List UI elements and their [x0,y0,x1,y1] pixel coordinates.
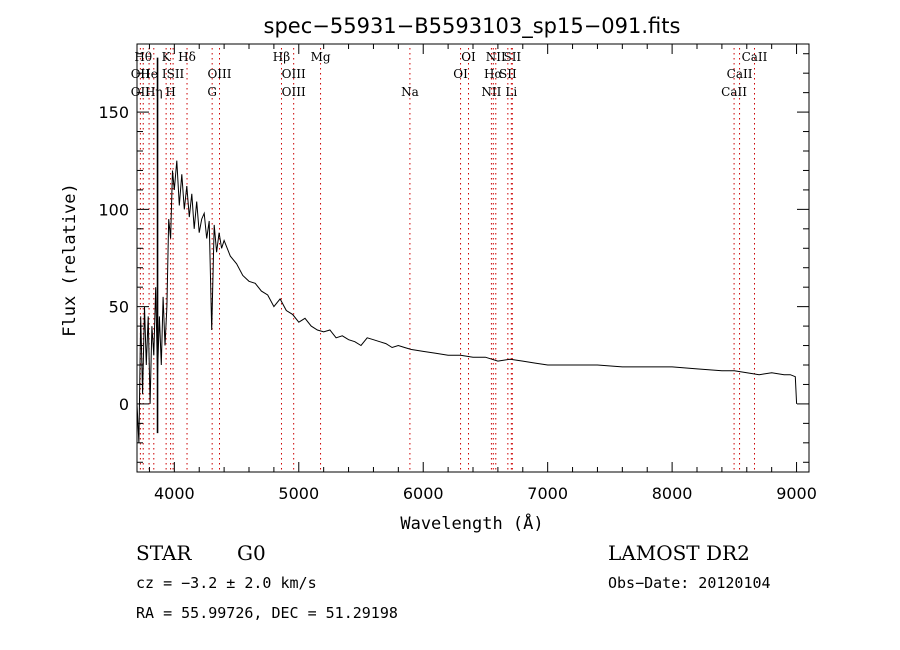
marker-label: Hβ [273,50,290,64]
marker-label: CaII [721,85,747,99]
observation-date: Obs−Date: 20120104 [608,574,771,592]
marker-lines [140,48,754,472]
y-tick-label: 50 [109,298,129,317]
spectrum-line [137,161,797,443]
y-axis-label: Flux (relative) [60,183,80,337]
marker-label: Hδ [178,50,196,64]
marker-label: K [162,50,172,64]
marker-label: G [207,85,217,99]
marker-label: OI [453,67,468,81]
marker-label: OIII [282,67,306,81]
y-tick-label: 150 [98,103,129,122]
marker-label: ISII [162,67,185,81]
marker-labels: HθOIIOIIHeHηKHISIIHδGOIIIHβOIIIOIIIMgNaO… [131,50,768,99]
marker-label: CaII [742,50,768,64]
marker-label: Hθ [134,50,152,64]
x-tick-label: 4000 [154,484,195,503]
chart-title: spec−55931−B5593103_sp15−091.fits [264,14,681,39]
axis-ticks [137,44,809,472]
spectrum-layer [137,58,797,443]
y-tick-label: 0 [119,395,129,414]
marker-label: Hη [145,85,163,99]
marker-label: Mg [311,50,331,64]
plot-frame [137,44,809,472]
marker-label: He [140,67,158,81]
marker-label: OIII [207,67,231,81]
velocity-readout: cz = −3.2 ± 2.0 km/s [136,574,317,592]
marker-label: SII [499,67,517,81]
x-axis-label: Wavelength (Å) [400,512,543,534]
y-tick-label: 100 [98,200,129,219]
marker-label: CaII [727,67,753,81]
axis-tick-labels: 4000 5000 6000 7000 8000 9000 0 50 100 150 [98,103,816,503]
survey-label: LAMOST DR2 [608,541,750,565]
marker-label: Na [401,85,419,99]
x-tick-label: 9000 [776,484,817,503]
marker-label: OIII [282,85,306,99]
x-tick-label: 8000 [652,484,693,503]
marker-label: NII [481,85,501,99]
x-tick-label: 7000 [527,484,568,503]
marker-label: SII [503,50,521,64]
marker-label: Li [505,85,517,99]
class-label: STAR [136,541,191,565]
marker-label: OI [461,50,476,64]
coordinates-readout: RA = 55.99726, DEC = 51.29198 [136,604,398,622]
x-tick-label: 5000 [278,484,319,503]
subclass-label: G0 [237,541,266,565]
x-tick-label: 6000 [403,484,444,503]
marker-label: H [165,85,175,99]
